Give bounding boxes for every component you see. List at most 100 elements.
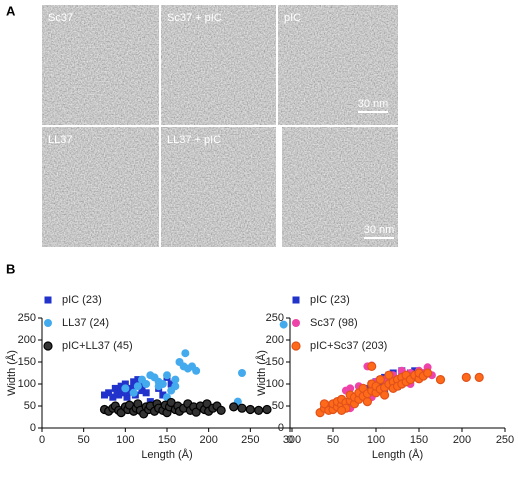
legend-marker [44,319,52,327]
point [191,407,201,417]
scale-bar-label: 30 nm [364,224,395,236]
micrograph-label: LL37 [48,134,72,146]
legend-label: pIC (23) [62,294,102,306]
x-tick-label: 300 [283,434,301,446]
point [123,393,131,401]
legend-label: pIC+LL37 (45) [62,340,133,352]
point [181,349,190,358]
y-tick-label: 250 [18,312,36,324]
point [113,387,121,395]
point [171,375,180,384]
micrograph [41,126,160,248]
point [130,378,138,386]
charts: 0 50 100 150 200 250 300050100150200250Length … [5,294,514,461]
y-axis-label: Width (Å) [5,350,18,396]
legend-marker [292,296,300,304]
y-tick-label: 0 [278,422,284,434]
point [254,405,264,415]
point [461,372,471,382]
micrograph-grid: Sc37 Sc37 + pIC pIC LL37 LL37 + pIC 30 n… [41,4,399,248]
x-tick-label: 100 [116,434,134,446]
point [279,320,288,329]
legend-marker [43,341,53,351]
y-tick-label: 200 [18,334,36,346]
point [229,402,239,412]
point [121,380,129,388]
point [117,382,125,390]
y-tick-label: 250 [266,312,284,324]
y-tick-label: 50 [272,400,284,412]
legend-label: pIC+Sc37 (203) [310,340,387,352]
micrograph-label: Sc37 [48,12,73,24]
point [238,369,246,377]
x-tick-label: 150 [410,434,428,446]
point [167,380,175,388]
legend-label: LL37 (24) [62,317,109,329]
point [101,391,108,399]
point [142,389,150,397]
point [138,387,146,395]
point [216,405,226,415]
point [192,366,201,375]
x-tick-label: 100 [367,434,385,446]
micrograph [281,126,399,248]
point [367,361,377,371]
point [109,393,117,401]
point [115,391,123,399]
point [375,375,385,385]
y-tick-label: 200 [266,334,284,346]
point [159,391,167,399]
point [362,397,372,407]
point [435,375,446,385]
panel-label: B [6,261,15,276]
point [129,388,138,397]
point [120,389,128,397]
y-tick-label: 150 [18,356,36,368]
point [105,389,113,397]
point [337,405,347,415]
point [163,371,171,380]
legend-label: pIC (23) [310,294,350,306]
panel-label: A [6,3,16,18]
point [128,384,136,392]
point [134,376,142,384]
y-tick-label: 50 [24,400,36,412]
point [171,382,180,391]
point [154,382,163,391]
x-tick-label: 50 [327,434,339,446]
micrograph [277,4,399,126]
x-tick-label: 0 [39,434,45,446]
x-axis-label: Length (Å) [141,448,192,461]
x-tick-label: 250 [241,434,259,446]
point [384,370,394,380]
y-tick-label: 100 [266,378,284,390]
legend-marker [292,319,300,327]
legend-label: Sc37 (98) [310,317,358,329]
legend-marker [44,296,52,304]
x-axis-label: Length (Å) [372,448,423,461]
x-tick-label: 250 [496,434,514,446]
micrograph [160,4,277,126]
point [262,404,272,415]
point [380,390,390,400]
x-tick-label: 50 [78,434,90,446]
point [245,404,255,415]
micrograph-label: pIC [284,12,301,24]
x-tick-label: 200 [199,434,217,446]
point [474,372,484,382]
scale-bar-label: 30 nm [358,98,389,110]
micrograph-label: Sc37 + pIC [167,12,222,24]
point [319,399,329,409]
point [142,380,151,388]
point [133,382,142,391]
x-tick-label: 0 [287,434,293,446]
x-tick-label: 200 [453,434,471,446]
y-tick-label: 0 [30,422,36,434]
y-axis-label: Width (Å) [255,350,268,396]
point [237,403,247,413]
legend-marker [291,341,301,351]
y-tick-label: 150 [266,356,284,368]
micrograph [160,126,277,248]
point [423,368,433,378]
